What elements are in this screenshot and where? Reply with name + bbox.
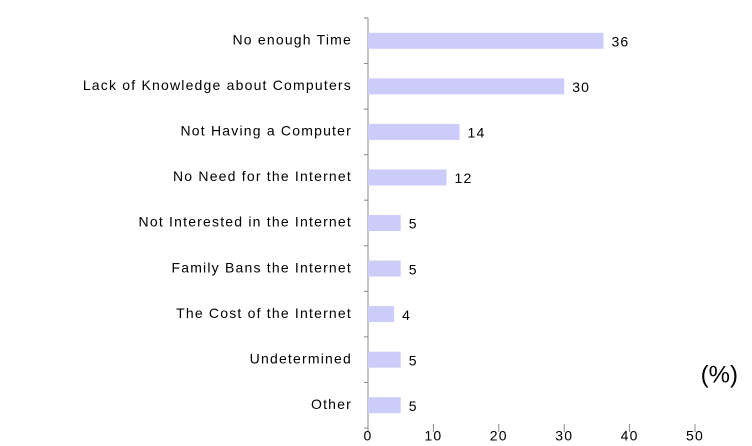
bar [368, 123, 460, 140]
bar [368, 215, 401, 231]
bar [368, 169, 447, 186]
bar [368, 260, 401, 277]
unit-label: (%) [701, 361, 738, 388]
bar [368, 397, 401, 414]
value-label: 4 [402, 307, 411, 323]
x-tick-label: 0 [364, 428, 373, 444]
bar [368, 32, 604, 49]
y-tick-label: Undetermined [250, 350, 352, 366]
bar [368, 351, 401, 368]
value-label: 5 [409, 216, 418, 232]
y-tick-label: The Cost of the Internet [176, 305, 352, 321]
value-label: 5 [409, 261, 418, 277]
bar [368, 306, 395, 323]
y-tick-label: Other [311, 396, 352, 412]
y-tick-label: No Need for the Internet [173, 168, 352, 184]
x-tick-label: 30 [555, 428, 573, 444]
bar [368, 78, 565, 95]
y-tick-label: Not Interested in the Internet [139, 214, 352, 230]
y-tick-label: Family Bans the Internet [171, 259, 352, 275]
x-tick-label: 20 [490, 428, 508, 444]
y-tick-label: No enough Time [232, 31, 352, 47]
x-tick-label: 40 [621, 428, 639, 444]
value-label: 12 [454, 170, 472, 186]
y-tick-label: Lack of Knowledge about Computers [83, 77, 352, 93]
x-tick-label: 10 [424, 428, 442, 444]
value-label: 36 [611, 33, 629, 49]
value-label: 30 [572, 79, 590, 95]
value-label: 14 [468, 125, 486, 141]
value-label: 5 [409, 352, 418, 368]
value-label: 5 [409, 398, 418, 414]
y-tick-label: Not Having a Computer [181, 123, 353, 139]
x-tick-label: 50 [686, 428, 704, 444]
